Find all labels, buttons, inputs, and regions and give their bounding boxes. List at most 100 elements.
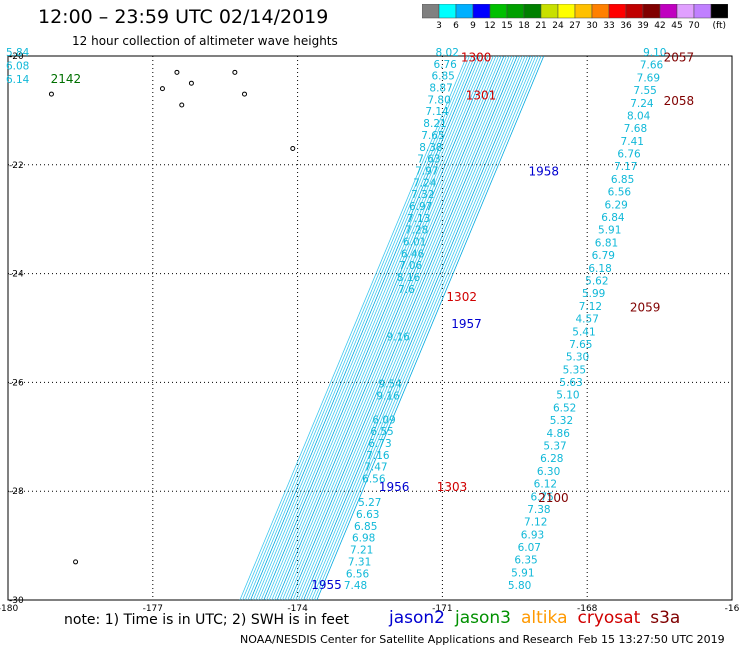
satellite-name: jason3 xyxy=(455,608,511,628)
wave-height-label: 6.79 xyxy=(592,250,615,262)
x-tick-label: -16 xyxy=(725,604,740,614)
pass-time-label: 1957 xyxy=(451,317,482,331)
x-tick-label: -168 xyxy=(577,604,598,614)
jason-track-line xyxy=(282,55,510,601)
wave-height-label: 5.27 xyxy=(358,497,381,509)
wave-height-label: 5.30 xyxy=(566,352,589,364)
jason-track-line xyxy=(289,55,518,601)
island-outline xyxy=(290,145,296,151)
color-scale-label: 70 xyxy=(688,21,700,30)
island-outline xyxy=(232,69,238,75)
wave-height-label: 6.18 xyxy=(588,263,611,275)
wave-height-label: 7.69 xyxy=(637,72,660,84)
wave-height-label: 5.84 xyxy=(6,47,30,59)
wave-height-label: 7.65 xyxy=(421,130,444,142)
wave-height-label: 7.32 xyxy=(411,189,434,201)
wave-height-label: 7.12 xyxy=(579,301,602,313)
jason-track-line xyxy=(252,55,481,601)
x-tick-label: -174 xyxy=(287,604,308,614)
y-tick-label: -24 xyxy=(9,270,24,280)
wave-height-label: 6.14 xyxy=(6,74,30,86)
satellite-name: s3a xyxy=(650,608,681,628)
pass-time-label: 1955 xyxy=(311,578,342,592)
wave-height-label: 7.13 xyxy=(407,213,430,225)
chart-subtitle: 12 hour collection of altimeter wave hei… xyxy=(72,34,338,48)
credit-line: NOAA/NESDIS Center for Satellite Applica… xyxy=(240,633,574,646)
wave-height-label: 7.97 xyxy=(415,165,438,177)
island-outline xyxy=(174,69,180,75)
color-scale-unit: (ft) xyxy=(712,21,726,30)
wave-height-label: 6.85 xyxy=(431,71,454,83)
color-scale-label: 3 xyxy=(436,21,442,30)
pass-time-label: 2059 xyxy=(630,301,661,315)
jason-track-line xyxy=(313,55,542,601)
x-tick-label: -177 xyxy=(143,604,163,614)
pass-time-label: 1300 xyxy=(461,50,492,64)
y-tick-label: -26 xyxy=(9,378,24,388)
wave-height-label: 6.85 xyxy=(611,174,634,186)
wave-height-label: 6.12 xyxy=(534,479,557,491)
wave-height-label: 7.16 xyxy=(366,450,390,462)
color-scale-label: 21 xyxy=(535,21,546,30)
wave-height-label: 6.84 xyxy=(601,212,625,224)
jason-track-line xyxy=(239,55,468,601)
color-scale-label: 15 xyxy=(501,21,512,30)
wave-height-label: 7.28 xyxy=(405,225,428,237)
x-tick-label: -180 xyxy=(0,604,18,614)
wave-height-label: 8.16 xyxy=(397,272,421,284)
color-scale-label: 18 xyxy=(518,21,530,30)
jason-track-line xyxy=(258,55,486,601)
jason-track-line xyxy=(250,55,478,601)
wave-height-label: 6.29 xyxy=(604,199,627,211)
wave-height-label: 5.80 xyxy=(508,580,531,592)
wave-height-label: 7.48 xyxy=(344,580,367,592)
jason-track-line xyxy=(268,55,497,601)
satellite-name: jason2 xyxy=(389,608,445,628)
footer-note: note: 1) Time is in UTC; 2) SWH is in fe… xyxy=(64,612,350,628)
wave-height-label: 7.80 xyxy=(427,94,450,106)
jason-track-line xyxy=(305,55,534,601)
wave-height-label: 6.09 xyxy=(372,414,395,426)
color-scale-label: 33 xyxy=(603,21,614,30)
wave-height-label: 6.28 xyxy=(540,453,563,465)
jason-track-line xyxy=(297,55,526,601)
wave-height-label: 7.47 xyxy=(364,462,387,474)
pass-time-label: 1301 xyxy=(466,89,497,103)
wave-height-label: 6.52 xyxy=(553,402,576,414)
wave-height-label: 7.14 xyxy=(425,106,449,118)
color-scale-label: 39 xyxy=(637,21,649,30)
chart-title: 12:00 – 23:59 UTC 02/14/2019 xyxy=(38,6,329,28)
plot-frame xyxy=(7,55,733,601)
wave-height-label: 5.91 xyxy=(598,225,621,237)
satellite-name: cryosat xyxy=(577,608,641,628)
wave-height-label: 5.62 xyxy=(585,275,608,287)
wave-height-label: 6.56 xyxy=(608,187,632,199)
jason-track-line xyxy=(276,55,505,601)
wave-height-label: 6.07 xyxy=(518,542,541,554)
wave-height-label: 9.10 xyxy=(643,47,666,59)
pass-time-label: 1958 xyxy=(528,165,559,179)
island-outline xyxy=(73,559,79,565)
y-tick-label: -30 xyxy=(9,596,24,606)
wave-height-label: 7.31 xyxy=(348,556,371,568)
jason-track-line xyxy=(266,55,494,601)
jason-track-line xyxy=(292,55,521,601)
wave-height-label: 7.12 xyxy=(524,517,547,529)
jason-track-line xyxy=(311,55,539,601)
jason-track-line xyxy=(308,55,537,601)
wave-height-label: 7.17 xyxy=(614,161,637,173)
color-scale-label: 6 xyxy=(453,21,459,30)
wave-height-label: 6.93 xyxy=(521,529,544,541)
color-scale-label: 9 xyxy=(470,21,476,30)
wave-height-label: 5.32 xyxy=(550,415,573,427)
wave-height-label: 8.87 xyxy=(429,83,452,95)
x-tick-label: -171 xyxy=(432,604,452,614)
y-tick-label: -28 xyxy=(9,487,24,497)
wave-height-label: 7.06 xyxy=(399,260,423,272)
jason-track-band xyxy=(239,55,545,601)
pass-time-label: 2142 xyxy=(51,72,82,86)
color-scale-legend: 3 6 9 12 15 18 21 24 27 30 33 36 39 42 45 70 (ft) xyxy=(422,4,728,30)
wave-height-label: 6.76 xyxy=(617,149,641,161)
